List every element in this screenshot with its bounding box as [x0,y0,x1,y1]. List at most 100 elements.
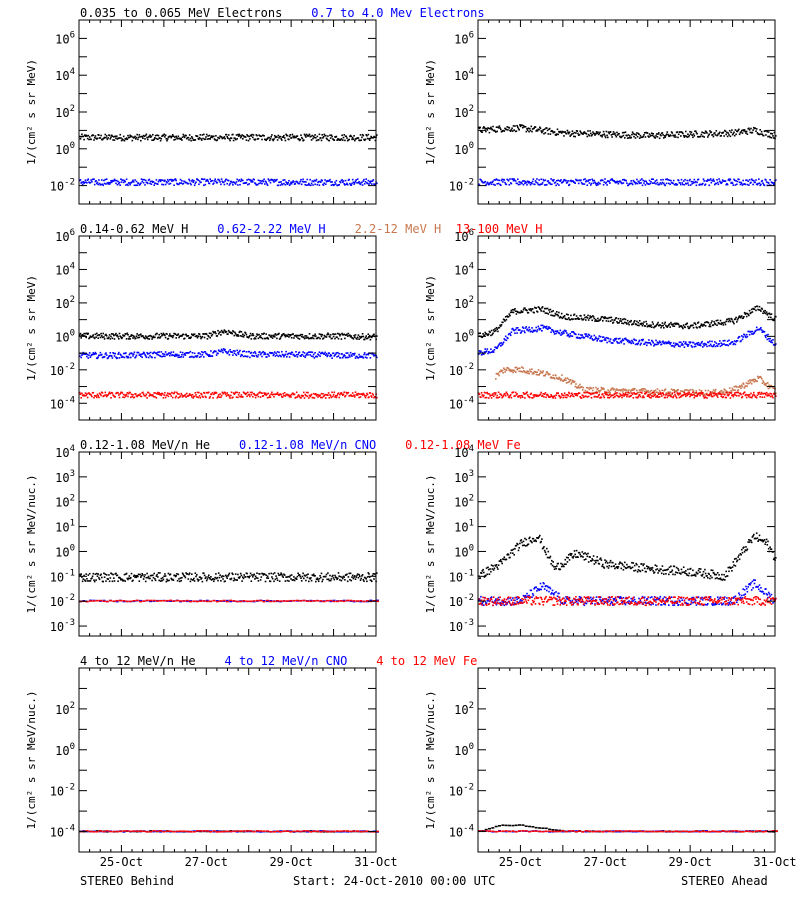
data-point [174,355,176,357]
data-point [658,183,661,186]
data-point [307,391,309,394]
data-point [119,184,121,186]
data-point [92,391,95,394]
data-point [575,393,578,395]
data-point [278,332,280,335]
data-point [172,335,175,337]
data-point [188,178,190,181]
data-point [130,393,133,396]
data-point [372,179,375,181]
data-point [236,138,238,140]
data-point [555,374,557,377]
data-point [117,336,119,338]
data-point [217,349,220,351]
data-point [720,134,722,137]
data-point [288,396,291,398]
data-point [670,341,672,344]
data-point [205,136,207,138]
data-point [674,393,676,396]
data-point [198,180,201,182]
data-point [654,137,657,139]
data-point [266,184,269,186]
data-point [740,387,742,390]
data-point [172,179,175,182]
data-point [483,126,486,129]
data-point [351,395,353,398]
data-point [576,394,579,397]
data-point [636,392,638,395]
data-point [732,321,735,324]
data-point [532,178,535,180]
data-point [333,355,336,357]
data-point [500,184,502,186]
data-point [131,139,134,142]
data-point [737,337,739,339]
y-tick-label: 104 [454,67,474,83]
data-point [563,392,566,394]
data-point [259,351,261,353]
data-point [288,138,290,141]
data-point [99,351,102,354]
data-point [172,135,175,138]
data-point [532,394,535,396]
data-point [625,394,627,396]
data-point [551,130,554,132]
data-point [646,391,648,394]
data-point [635,134,637,136]
data-point [239,136,242,139]
data-point [590,335,593,337]
data-point [178,354,180,356]
data-point [351,178,354,181]
data-point [511,127,513,130]
data-point [531,397,534,399]
data-point [364,138,367,141]
data-point [583,131,586,133]
data-point [624,137,626,139]
data-point [730,389,732,392]
data-point [171,336,174,339]
data-point [603,390,606,393]
data-point [554,181,557,184]
data-point [571,335,574,337]
data-point [291,181,294,183]
data-point [641,324,644,327]
data-point [562,180,564,183]
data-point [280,393,282,396]
data-point [554,330,557,332]
data-point [634,343,637,346]
data-point [228,138,231,140]
data-point [719,345,722,347]
data-point [509,130,512,132]
data-point [660,326,662,329]
data-point [294,355,297,357]
data-point [283,394,285,397]
data-point [493,392,496,394]
data-point [539,372,541,375]
data-point [584,389,587,392]
data-point [641,339,644,342]
data-point [564,377,567,380]
data-point [734,343,737,346]
data-point [196,334,198,337]
data-point [266,393,268,396]
data-point [297,353,299,356]
data-point [501,178,503,181]
data-point [587,133,590,136]
data-point [341,393,343,395]
data-point [256,394,258,396]
data-point [589,179,591,181]
data-point [707,341,710,344]
data-point [96,137,99,140]
data-point [639,395,642,398]
data-point [285,181,287,183]
data-point [208,134,211,137]
data-point [570,133,573,135]
data-point [364,181,367,183]
data-point [501,396,503,399]
data-point [652,133,654,135]
data-point [750,379,752,382]
data-point [529,396,531,399]
data-point [164,355,166,358]
data-point [546,129,549,132]
data-point [130,396,132,399]
